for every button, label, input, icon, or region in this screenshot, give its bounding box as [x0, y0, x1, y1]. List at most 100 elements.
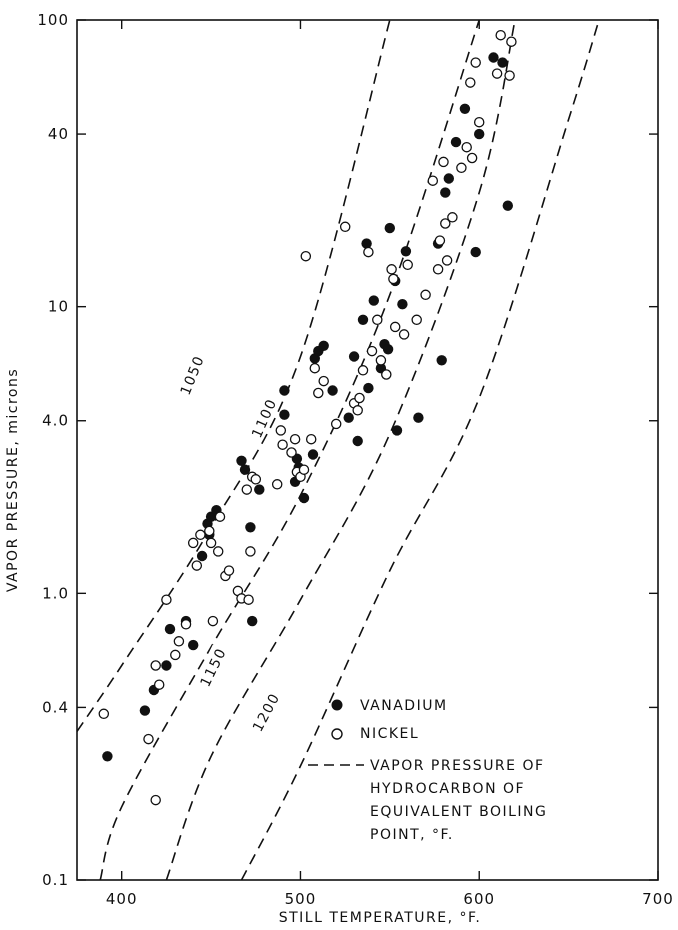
vanadium-point	[352, 435, 363, 447]
legend-curve-line1: VAPOR PRESSURE OF	[370, 758, 545, 774]
vanadium-point	[298, 492, 310, 504]
vanadium-point	[459, 103, 471, 115]
nickel-point	[214, 511, 226, 522]
vanadium-point	[164, 623, 176, 635]
y-tick-label: 1.0	[42, 584, 69, 602]
vanadium-point	[327, 385, 338, 396]
nickel-point	[461, 141, 472, 153]
nickel-point	[212, 546, 224, 557]
curve-label-bg	[246, 395, 280, 440]
y-tick-label: 100	[37, 11, 69, 29]
nickel-point	[411, 314, 422, 326]
vanadium-point	[236, 455, 247, 466]
nickel-point	[207, 615, 219, 627]
nickel-point	[388, 273, 399, 285]
y-axis-title: VAPOR PRESSURE, microns	[5, 368, 21, 592]
vanadium-point	[279, 385, 290, 396]
data-points	[98, 29, 517, 806]
vanadium-point	[436, 355, 447, 366]
nickel-point	[438, 156, 449, 168]
vanadium-point	[502, 200, 513, 211]
nickel-point	[195, 529, 206, 541]
y-tick-label: 10	[48, 298, 69, 316]
legend-nickel-label: NICKEL	[360, 726, 419, 742]
nickel-point	[161, 594, 172, 605]
nickel-point	[456, 162, 467, 174]
nickel-point	[447, 212, 458, 223]
vanadium-point	[450, 136, 462, 148]
y-tick-label: 0.4	[42, 698, 69, 716]
nickel-point	[170, 649, 181, 661]
nickel-point	[440, 218, 451, 229]
nickel-point	[153, 679, 165, 690]
nickel-point	[223, 565, 235, 576]
vanadium-point	[474, 128, 485, 140]
legend-vanadium-marker	[331, 699, 343, 711]
vanadium-point	[102, 751, 113, 762]
nickel-point	[173, 636, 185, 647]
nickel-point	[495, 29, 506, 41]
nickel-point	[506, 36, 517, 47]
nickel-point	[363, 246, 374, 258]
nickel-point	[305, 433, 317, 445]
curve-label-bg	[175, 352, 207, 397]
nickel-point	[277, 439, 288, 450]
nickel-point	[427, 175, 439, 186]
nickel-point	[354, 392, 365, 404]
legend-curve-line3: EQUIVALENT BOILING	[370, 804, 547, 820]
nickel-point	[473, 116, 485, 128]
y-tick-label: 40	[48, 125, 69, 143]
nickel-point	[381, 369, 392, 380]
vanadium-point	[196, 550, 208, 562]
nickel-point	[204, 525, 215, 537]
legend-curve-line2: HYDROCARBON OF	[370, 781, 525, 797]
curve-label-bg	[195, 644, 229, 689]
nickel-point	[300, 250, 312, 262]
vanadium-point	[488, 52, 499, 63]
vanadium-point	[245, 522, 256, 533]
vanadium-point	[384, 222, 395, 234]
tick-labels: 400 500 600 700 0.1 0.4 1.0 4.0 10 40 100	[37, 11, 672, 908]
vanadium-point	[343, 412, 354, 423]
nickel-point	[357, 365, 369, 376]
nickel-point	[504, 70, 515, 81]
nickel-point	[187, 537, 199, 549]
nickel-point	[241, 484, 253, 495]
nickel-point	[420, 289, 431, 301]
plot-border	[76, 19, 659, 881]
curve-label-bg	[247, 689, 283, 734]
nickel-point	[398, 329, 410, 340]
vanadium-point	[254, 484, 265, 495]
nickel-point	[466, 152, 478, 164]
nickel-point	[402, 259, 413, 271]
vanadium-point	[413, 412, 424, 423]
nickel-point	[339, 221, 351, 233]
vanadium-point	[247, 615, 258, 627]
nickel-point	[275, 425, 287, 436]
nickel-point	[205, 537, 217, 549]
nickel-point	[330, 418, 342, 430]
nickel-point	[352, 405, 363, 416]
nickel-point	[491, 68, 503, 79]
nickel-point	[245, 546, 256, 557]
nickel-point	[313, 387, 324, 399]
nickel-point	[98, 708, 110, 720]
nickel-point	[465, 77, 476, 88]
nickel-point	[243, 594, 254, 605]
nickel-point	[298, 464, 310, 475]
vanadium-point	[368, 295, 379, 306]
nickel-point	[434, 235, 446, 246]
nickel-point	[309, 362, 321, 374]
nickel-point	[432, 264, 444, 275]
curve-1100	[99, 19, 480, 881]
curve-1150	[165, 19, 516, 881]
nickel-point	[289, 433, 301, 445]
nickel-point	[286, 447, 297, 458]
vanadium-point	[470, 246, 481, 258]
legend-curve-line4: POINT, °F.	[370, 827, 454, 843]
vanadium-point	[307, 449, 319, 460]
vanadium-point	[161, 660, 172, 671]
nickel-point	[366, 345, 378, 357]
